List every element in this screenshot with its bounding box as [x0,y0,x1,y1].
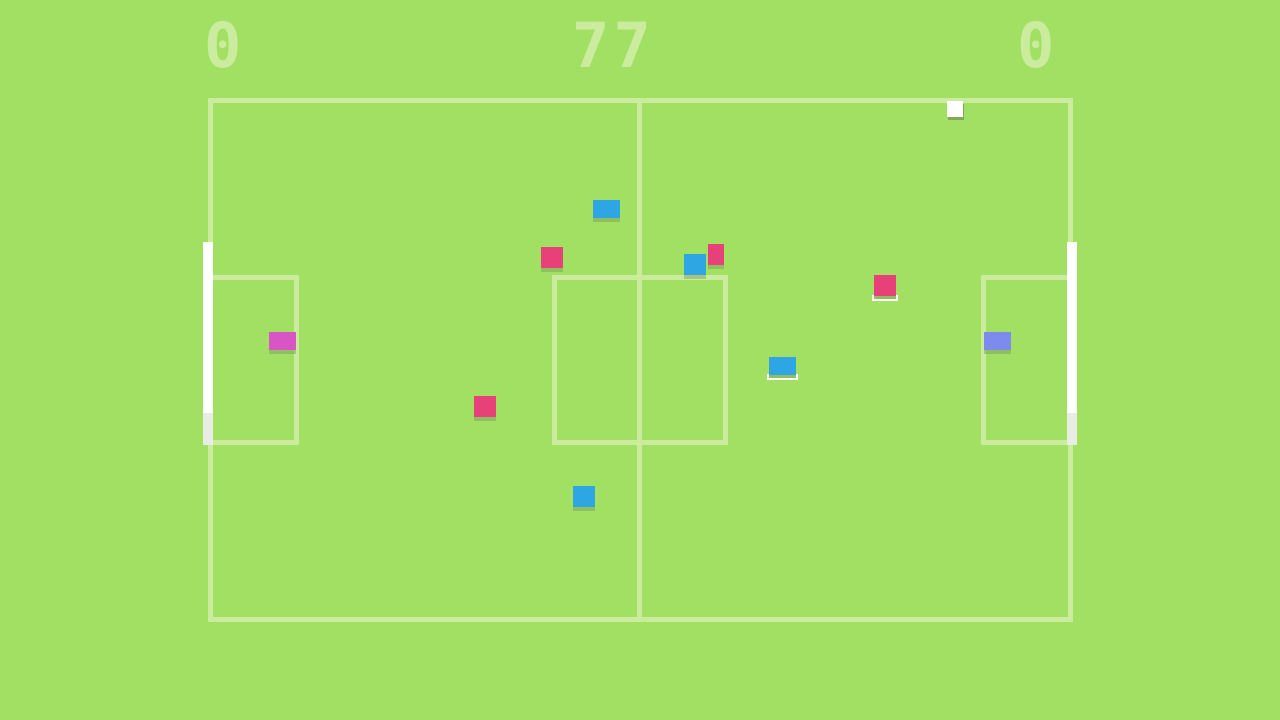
goalkeeper-right [984,332,1011,350]
player-blue [593,200,620,218]
player-blue [684,254,706,275]
goalkeeper-left [269,332,296,350]
player-red-selected [872,275,898,301]
right-goal [1067,242,1077,445]
halfway-line [637,98,642,622]
player-red [474,396,496,417]
player-blue-selected [767,357,798,380]
player-blue [573,486,595,507]
ball [947,101,963,117]
player-red [708,244,724,265]
player-red [541,247,563,268]
match-timer: 77 [572,9,655,82]
left-goal [203,242,213,445]
left-penalty-box [208,275,299,445]
right-penalty-box [981,275,1073,445]
home-score: 0 [204,9,246,82]
away-score: 0 [1017,9,1059,82]
center-box [552,275,728,445]
